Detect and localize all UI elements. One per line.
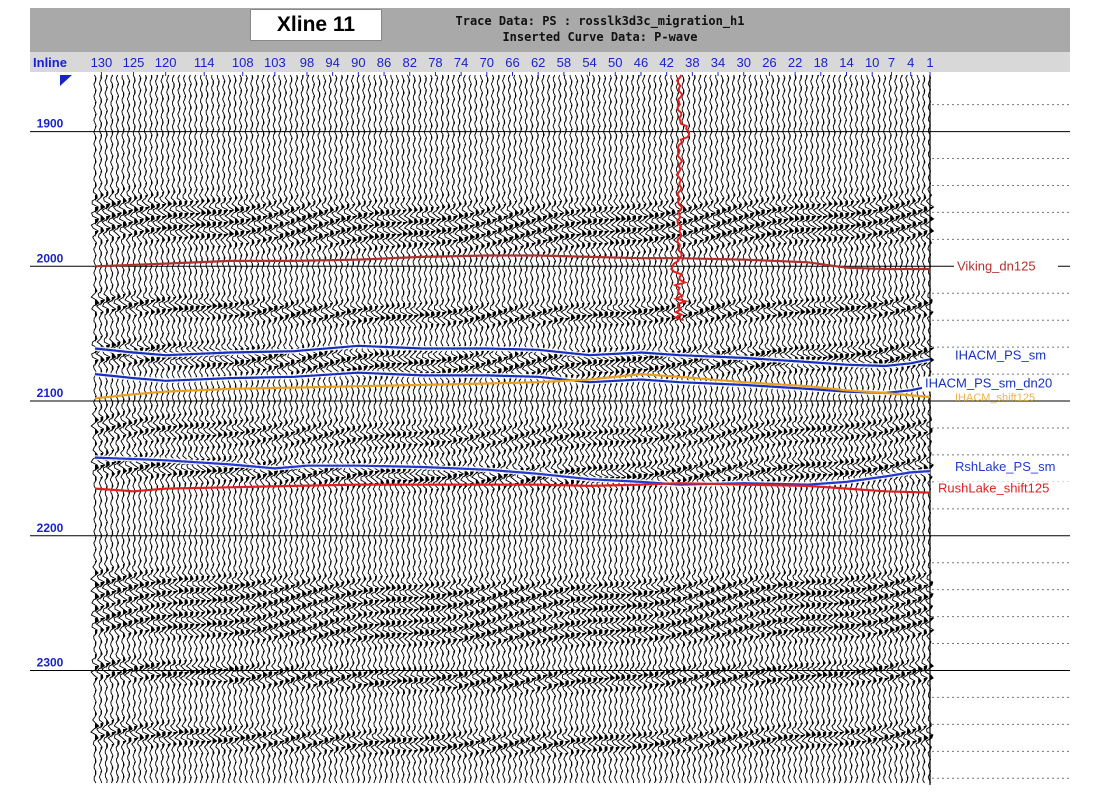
x-tick-label: 130 xyxy=(91,55,113,70)
label-backdrop xyxy=(952,460,1064,476)
x-tick-label: 22 xyxy=(788,55,802,70)
x-tick-label: 62 xyxy=(531,55,545,70)
x-tick-label: 66 xyxy=(505,55,519,70)
p-wave-curve xyxy=(670,74,691,322)
label-backdrop xyxy=(954,259,1058,275)
x-tick-label: 26 xyxy=(762,55,776,70)
horizon-rushlake-shift125 xyxy=(94,482,931,494)
x-tick-label: 74 xyxy=(454,55,468,70)
x-axis: Inline 130 125 120 114 108 103 98 94 90 86 82 78 74 70… xyxy=(33,55,934,76)
seismic-traces xyxy=(90,74,935,784)
label-backdrop xyxy=(935,481,1079,497)
x-tick-label: 38 xyxy=(685,55,699,70)
x-tick-label: 34 xyxy=(711,55,725,70)
x-tick-label: 70 xyxy=(480,55,494,70)
trace-data-label: Trace Data: PS : rosslk3d3c_migration_h1 xyxy=(455,14,745,28)
y-tick-label: 2200 xyxy=(37,521,64,535)
label-rshlake-ps-sm: RshLake_PS_sm xyxy=(955,459,1055,474)
x-tick-label: 4 xyxy=(907,55,914,70)
y-axis: 1900 2000 2100 2200 2300 xyxy=(37,117,64,670)
x-tick-label: 58 xyxy=(557,55,571,70)
title-band xyxy=(30,8,1070,52)
x-tick-label: 42 xyxy=(659,55,673,70)
p-wave-log xyxy=(670,74,691,322)
x-tick-label: 14 xyxy=(839,55,853,70)
y-tick-label: 2300 xyxy=(37,655,64,669)
label-viking-dn125: Viking_dn125 xyxy=(957,258,1036,273)
horizon-rshlake-ps-sm xyxy=(94,456,931,486)
curve-data-label: Inserted Curve Data: P-wave xyxy=(502,30,698,44)
horizon-curves xyxy=(94,254,931,494)
x-tick-label: 114 xyxy=(194,55,215,70)
x-axis-label: Inline xyxy=(33,55,67,70)
x-tick-label: 103 xyxy=(264,55,286,70)
xline-title: Xline 11 xyxy=(250,9,382,41)
x-tick-label: 108 xyxy=(232,55,254,70)
x-tick-label: 30 xyxy=(736,55,750,70)
x-tick-label: 94 xyxy=(325,55,339,70)
horizon-labels: Viking_dn125 IHACM_PS_sm IHACM_PS_sm_dn20I… xyxy=(922,258,1079,497)
label-ihacm-shift125: IHACM_shift125 xyxy=(955,392,1035,404)
x-tick-label: 90 xyxy=(351,55,365,70)
x-tick-label: 120 xyxy=(155,55,177,70)
y-tick-label: 1900 xyxy=(37,117,64,131)
x-tick-label: 78 xyxy=(428,55,442,70)
x-tick-label: 98 xyxy=(300,55,314,70)
x-tick-label: 10 xyxy=(865,55,879,70)
x-tick-label: 82 xyxy=(402,55,416,70)
trace-fills xyxy=(95,75,934,783)
grid-lines xyxy=(30,75,1070,785)
label-ihacm-ps-sm: IHACM_PS_sm xyxy=(955,347,1046,362)
x-tick-label: 86 xyxy=(377,55,391,70)
x-tick-label: 1 xyxy=(926,55,933,70)
label-ihacm-ps-sm-dn20: IHACM_PS_sm_dn20 xyxy=(925,376,1052,391)
x-tick-label: 7 xyxy=(888,55,895,70)
label-backdrop xyxy=(922,376,1058,392)
x-tick-label: 50 xyxy=(608,55,622,70)
y-tick-label: 2100 xyxy=(37,386,64,400)
horizon-ihacm-shift125 xyxy=(94,372,931,400)
horizon-viking-dn125 xyxy=(94,254,930,271)
x-tick-label: 125 xyxy=(123,55,145,70)
label-backdrop xyxy=(952,348,1048,364)
x-tick-label: 18 xyxy=(814,55,828,70)
axis-band xyxy=(30,52,1070,72)
horizon-ihacm-ps-sm xyxy=(94,344,931,368)
x-tick-label: 46 xyxy=(634,55,648,70)
x-tick-label: 54 xyxy=(582,55,596,70)
start-marker xyxy=(60,75,72,86)
label-rushlake-shift125: RushLake_shift125 xyxy=(938,481,1049,496)
y-tick-label: 2000 xyxy=(37,251,64,265)
